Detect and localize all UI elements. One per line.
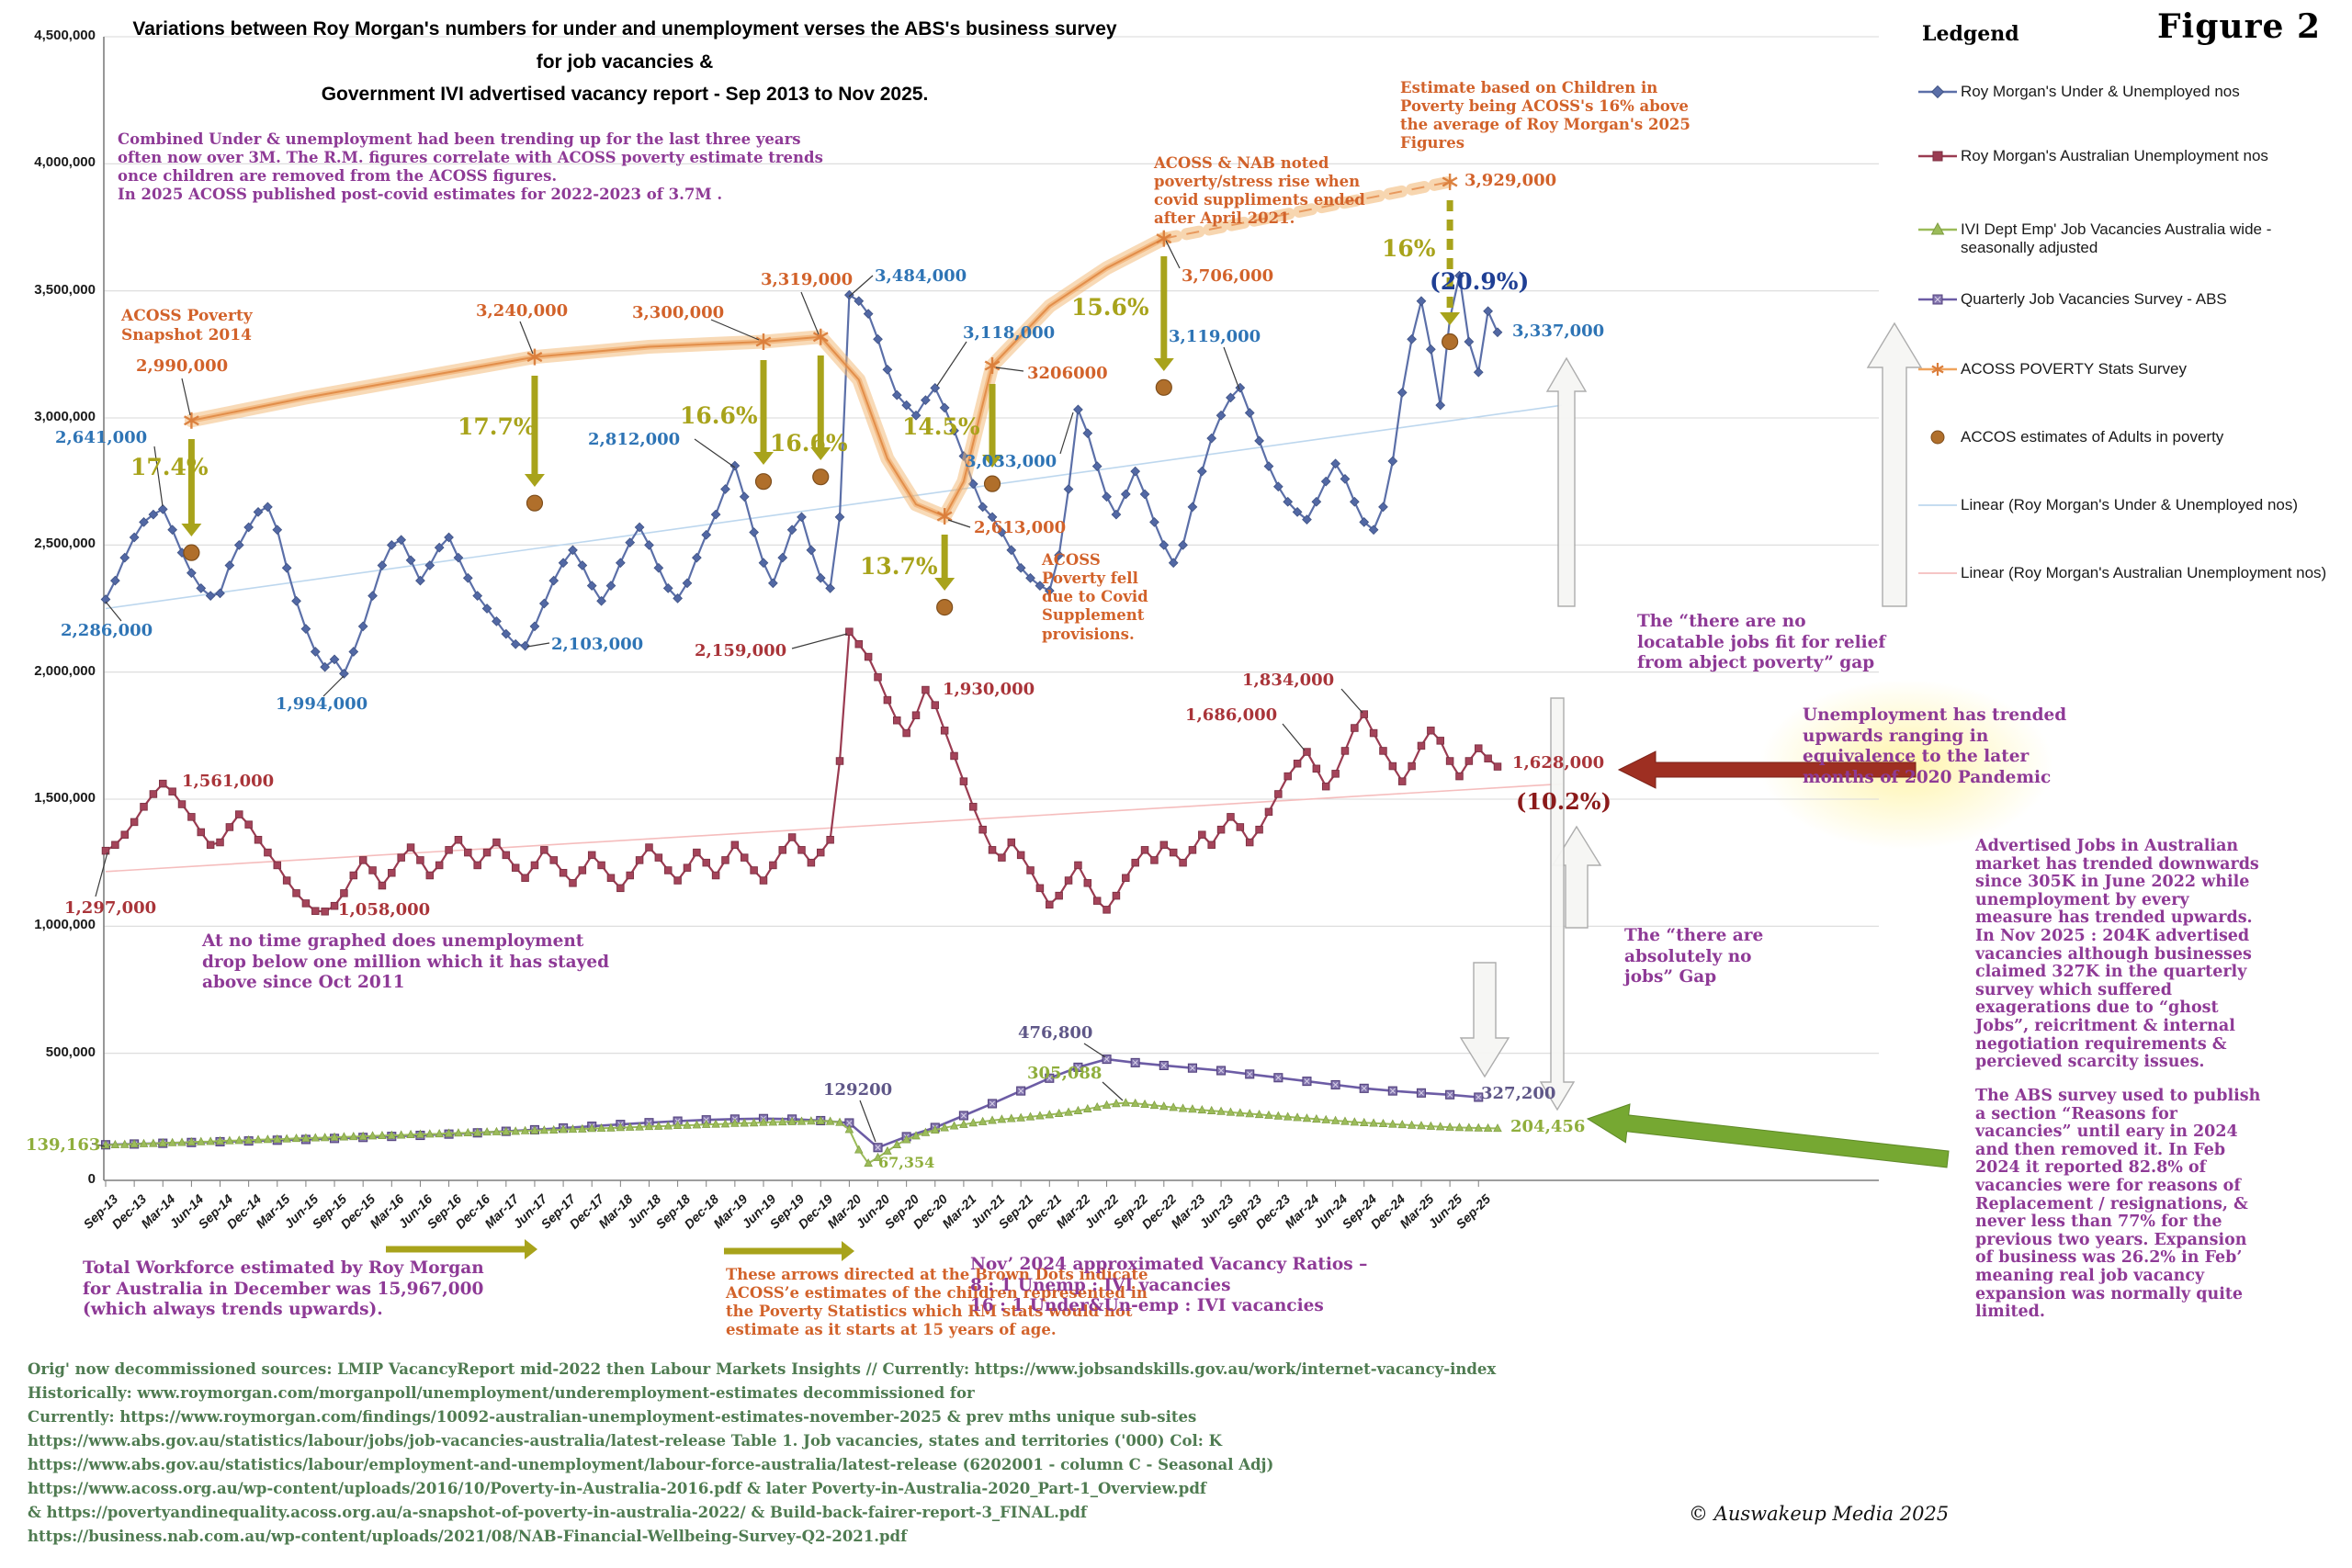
legend-item-label: ACCOS estimates of Adults in poverty [1961,428,2224,446]
annotation-absolutely-no-jobs-gap: The “there are absolutely no jobs” Gap [1624,926,1764,987]
gap-arrow [1866,321,1923,607]
legend-item-4: Quarterly Job Vacancies Survey - ABS [1917,290,2346,309]
adults-in-poverty-dot [812,468,830,486]
series-unemployment-line [105,628,1498,913]
adults-in-poverty-dot [1155,378,1172,396]
chart-title: Variations between Roy Morgan's numbers … [132,18,1117,106]
annotation-unemployment-trended: Unemployment has trended upwards ranging… [1803,705,2067,787]
legend-marker-line-diamond-icon [1918,85,1957,99]
legend-item-label: IVI Dept Emp' Job Vacancies Australia wi… [1961,220,2272,257]
legend-title: Ledgend [1922,22,2019,46]
legend-item-label: Linear (Roy Morgan's Australian Unemploy… [1961,564,2327,581]
legend-item-label: Roy Morgan's Australian Unemployment nos [1961,147,2268,164]
annotation-children-estimate: Estimate based on Children in Poverty be… [1400,79,1690,152]
legend-item-6: ACCOS estimates of Adults in poverty [1917,428,2346,446]
adults-in-poverty-dot [936,599,954,616]
copyright: © Auswakeup Media 2025 [1689,1503,1950,1525]
dark-red-arrow [1617,750,1917,789]
legend-marker-line-triangle-icon [1918,221,1957,235]
legend-item-label: Quarterly Job Vacancies Survey - ABS [1961,290,2227,308]
legend-item-1: Roy Morgan's Under & Unemployed nos [1917,83,2346,101]
adults-in-poverty-dot [754,473,773,491]
legend-item-label: Roy Morgan's Under & Unemployed nos [1961,83,2240,100]
gap-arrow [1459,962,1510,1078]
legend: Roy Morgan's Under & Unemployed nos Roy M… [1917,70,2352,630]
sources-text: Orig' now decommissioned sources: LMIP V… [28,1360,1497,1546]
gap-arrow [1545,356,1588,607]
legend-item-2: Roy Morgan's Australian Unemployment nos [1917,147,2346,165]
legend-marker-dot-icon [1930,430,1945,445]
series-acoss-poverty-glow [184,231,1171,524]
annotation-no-time: At no time graphed does unemployment dro… [202,931,610,993]
annotation-acoss-fell: ACOSS Poverty fell due to Covid Suppleme… [1042,551,1148,643]
legend-marker-line-star-icon [1918,363,1957,376]
annotation-locatable-jobs-gap: The “there are no locatable jobs fit for… [1637,612,1886,673]
adults-in-poverty-dot [183,544,200,561]
legend-item-7: Linear (Roy Morgan's Under & Unemployed … [1917,496,2346,514]
adults-in-poverty-dot [1442,333,1459,351]
legend-item-8: Linear (Roy Morgan's Australian Unemploy… [1917,564,2346,582]
legend-marker-line-thin-icon [1918,572,1957,574]
figure-label: Figure 2 [2157,7,2322,46]
annotation-advertised-jobs: Advertised Jobs in Australian market has… [1975,837,2259,1072]
green-arrow [1586,1103,1950,1168]
legend-marker-line-xsquare-icon [1918,294,1957,305]
annotation-vacancy-ratios: Nov’ 2024 approximated Vacancy Ratios – … [970,1255,1368,1316]
gap-arrow [1539,697,1576,1111]
annotation-abs-survey: The ABS survey used to publish a section… [1975,1087,2261,1322]
annotation-total-workforce: Total Workforce estimated by Roy Morgan … [83,1258,484,1320]
adults-in-poverty-dot [526,494,544,512]
series-ivi-line [105,1101,1498,1165]
legend-marker-line-thin-icon [1918,504,1957,506]
annotation-acoss-snapshot-2014: ACOSS Poverty Snapshot 2014 [121,307,253,344]
legend-item-label: Linear (Roy Morgan's Under & Unemployed … [1961,496,2299,513]
series-abs-quarterly-line [105,1057,1479,1149]
legend-item-3: IVI Dept Emp' Job Vacancies Australia wi… [1917,220,2346,257]
annotation-combined-trend: Combined Under & unemployment had been t… [118,130,823,204]
annotation-arrows-note: These arrows directed at the Brown Dots … [726,1266,1148,1339]
adults-in-poverty-dot [983,475,1001,492]
annotation-acoss-nab: ACOSS & NAB noted poverty/stress rise wh… [1154,154,1365,228]
legend-item-5: ACOSS POVERTY Stats Survey [1917,360,2346,378]
legend-marker-line-square-icon [1918,151,1957,162]
legend-item-label: ACOSS POVERTY Stats Survey [1961,360,2187,378]
